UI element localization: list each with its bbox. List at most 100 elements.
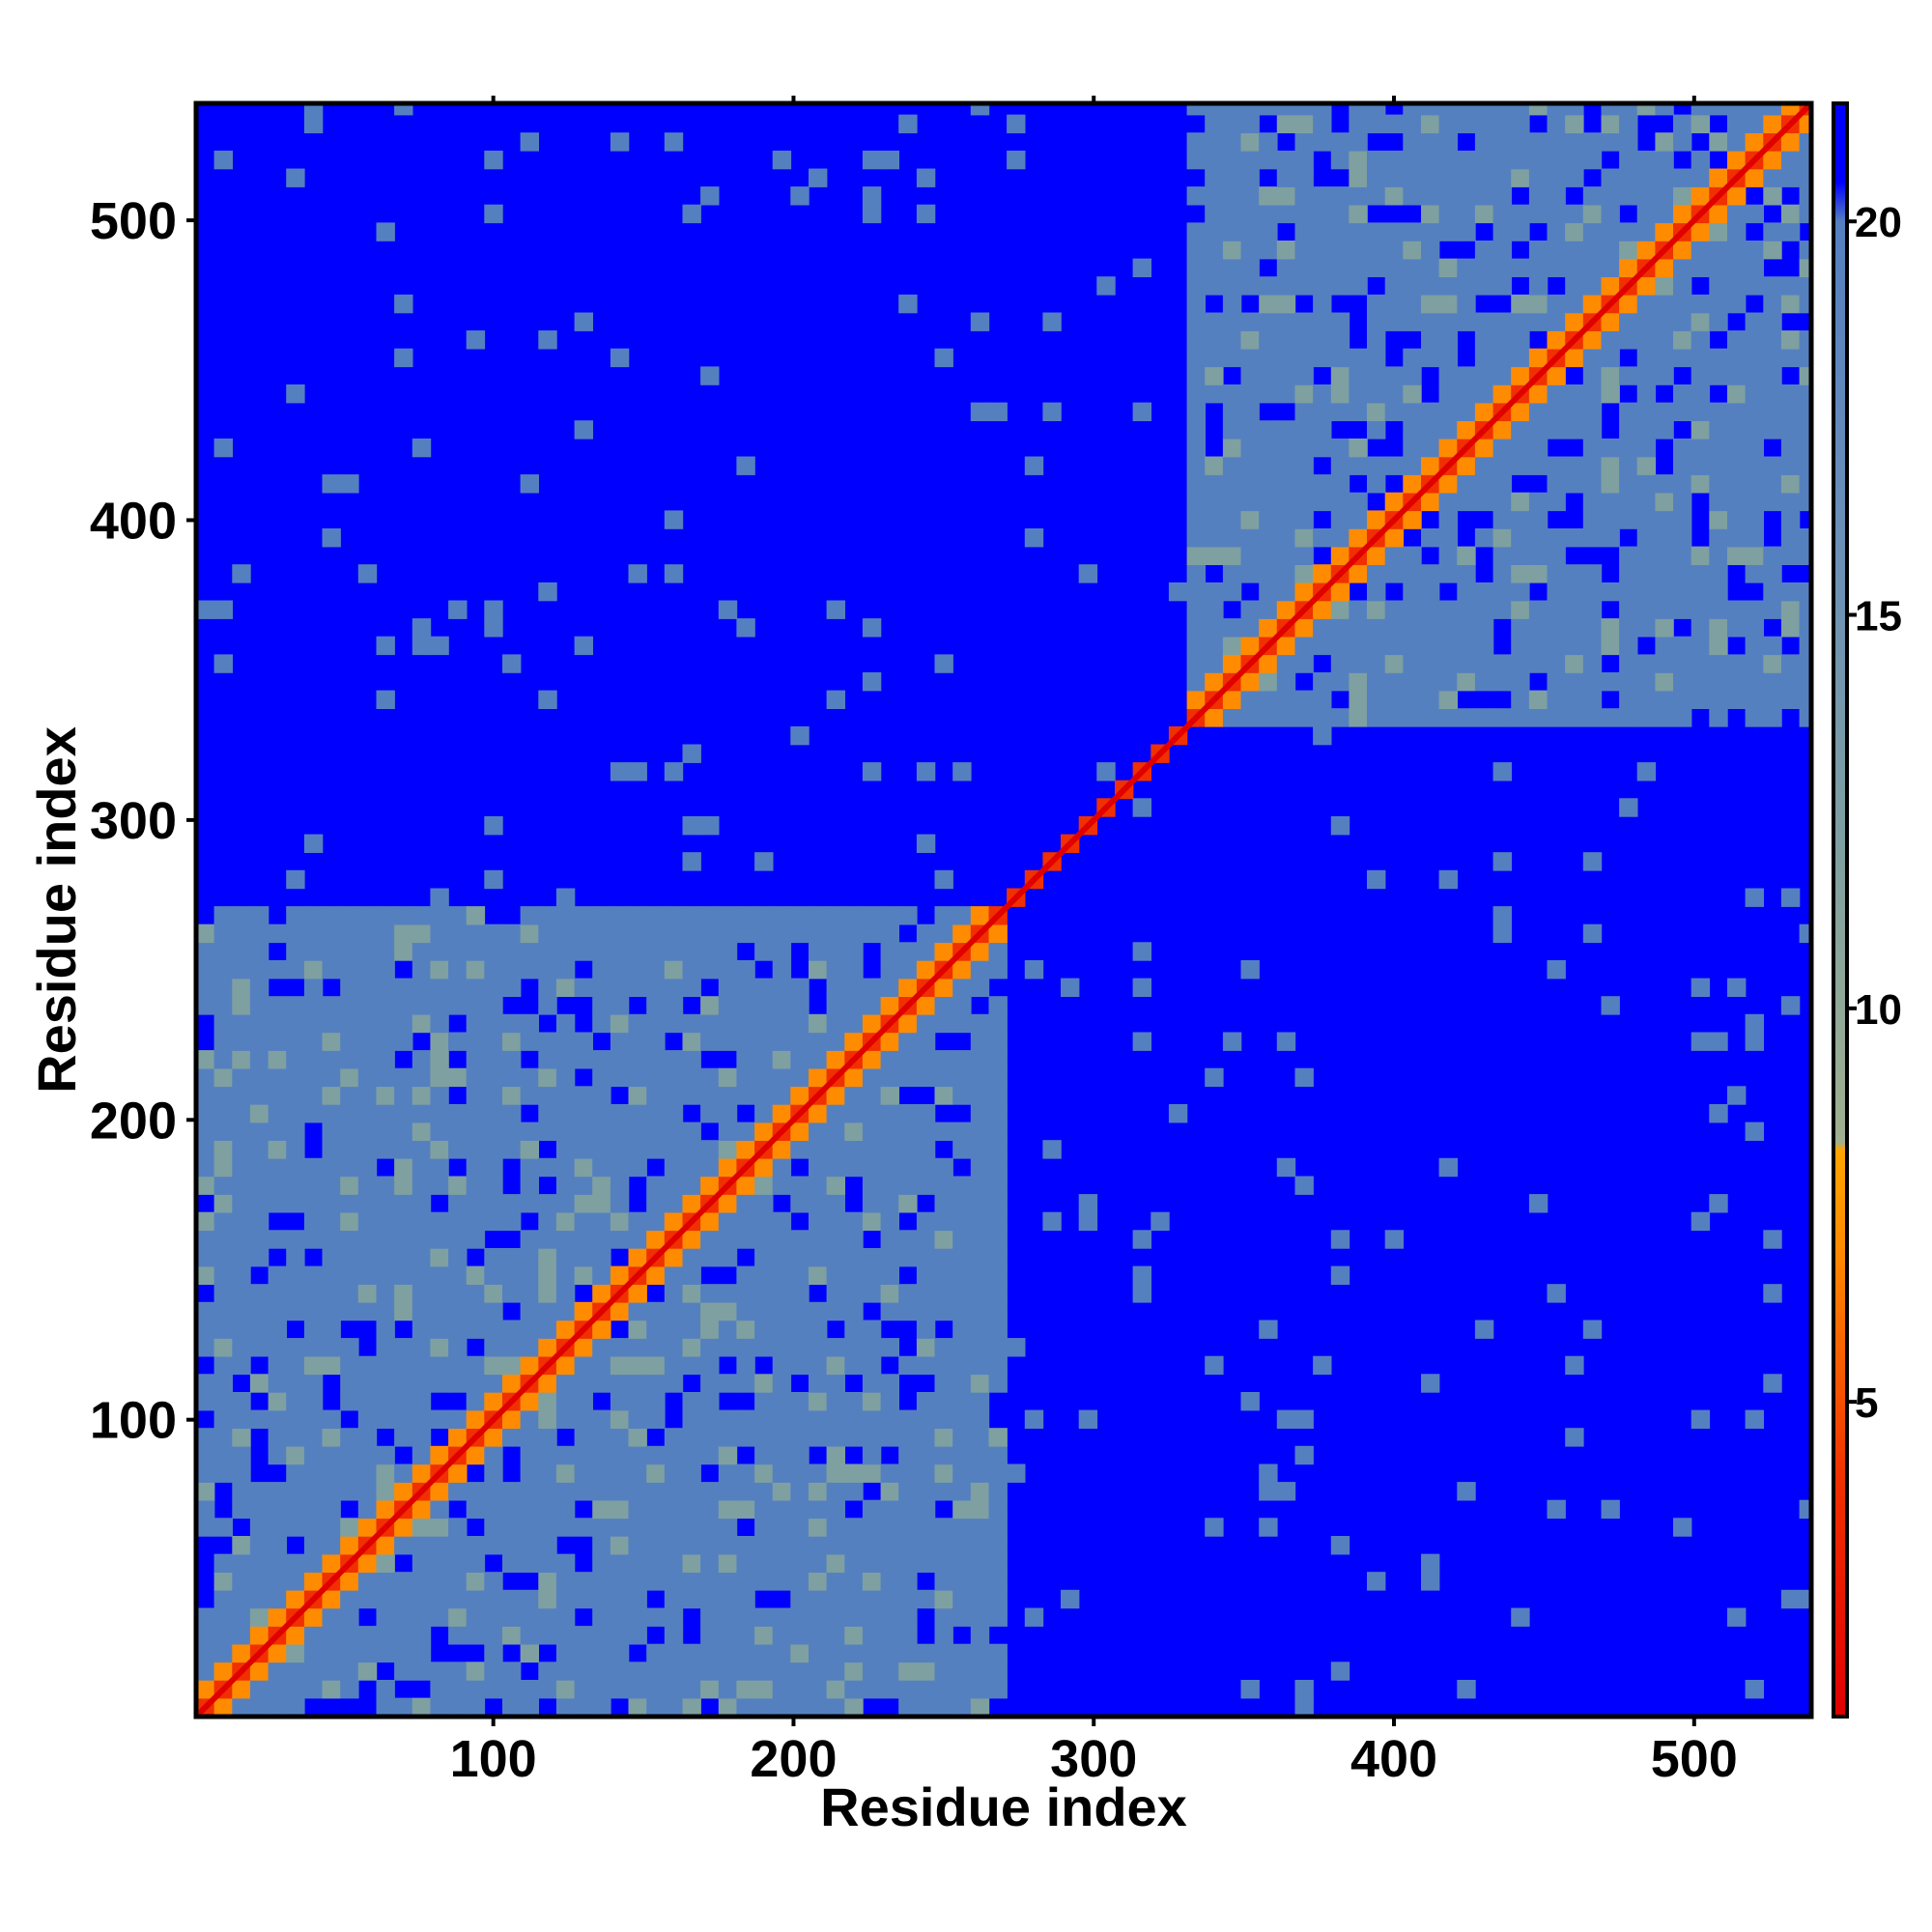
heatmap-cell <box>736 1211 755 1232</box>
heatmap-cell <box>1313 276 1332 296</box>
heatmap-cell <box>1205 510 1224 529</box>
heatmap-cell <box>1673 528 1692 548</box>
heatmap-cell <box>394 1086 413 1105</box>
heatmap-cell <box>303 1265 324 1285</box>
heatmap-cell <box>1492 103 1512 116</box>
heatmap-cell <box>682 1572 701 1591</box>
heatmap-cell <box>682 1176 701 1195</box>
heatmap-cell <box>340 923 359 944</box>
heatmap-cell <box>1240 348 1260 368</box>
heatmap-cell <box>1259 241 1278 260</box>
heatmap-cell <box>988 1122 1008 1141</box>
heatmap-cell <box>196 600 215 619</box>
heatmap-cell <box>592 923 611 944</box>
heatmap-cell <box>357 1463 378 1483</box>
heatmap-cell <box>502 923 522 944</box>
heatmap-cell <box>844 1355 864 1376</box>
heatmap-cell <box>628 1518 647 1537</box>
heatmap-cell <box>303 942 324 961</box>
heatmap-cell <box>303 1104 324 1123</box>
heatmap-cell <box>394 978 413 997</box>
heatmap-cell <box>934 1050 953 1069</box>
heatmap-cell <box>809 1589 828 1609</box>
heatmap-cell <box>430 1536 449 1555</box>
heatmap-cell <box>1727 366 1747 385</box>
heatmap-cell <box>664 1211 684 1232</box>
heatmap-cell <box>303 1518 324 1537</box>
heatmap-cell <box>592 1050 611 1069</box>
heatmap-cell <box>646 1032 666 1051</box>
heatmap-cell <box>736 1086 755 1105</box>
heatmap-cell <box>1222 241 1242 260</box>
heatmap-cell <box>1205 150 1224 170</box>
heatmap-cell <box>700 1499 720 1520</box>
heatmap-cell <box>682 906 701 925</box>
heatmap-cell <box>1240 132 1260 152</box>
heatmap-cell <box>268 1157 287 1178</box>
heatmap-cell <box>430 1211 449 1232</box>
heatmap-cell <box>376 942 395 961</box>
heatmap-cell <box>736 1482 755 1501</box>
heatmap-cell <box>809 1157 828 1178</box>
heatmap-cell <box>826 1032 845 1051</box>
heatmap-cell <box>1438 103 1458 116</box>
heatmap-cell <box>844 1338 864 1357</box>
heatmap-cell <box>916 1445 936 1465</box>
heatmap-cell <box>610 1265 630 1285</box>
heatmap-cell <box>340 1680 359 1699</box>
heatmap-cell <box>700 1032 720 1051</box>
heatmap-cell <box>880 978 899 997</box>
heatmap-cell <box>430 1320 449 1339</box>
heatmap-cell <box>1547 492 1566 512</box>
heatmap-cell <box>286 1428 305 1447</box>
heatmap-cell <box>1259 654 1278 673</box>
heatmap-cell <box>809 1536 828 1555</box>
heatmap-cell <box>1745 708 1764 727</box>
heatmap-cell <box>718 1301 738 1321</box>
heatmap-cell <box>1547 294 1566 314</box>
heatmap-cell <box>340 1248 359 1267</box>
heatmap-cell <box>1276 204 1296 224</box>
heatmap-cell <box>1636 294 1657 314</box>
heatmap-cell <box>232 1409 251 1429</box>
heatmap-cell <box>357 1211 378 1232</box>
heatmap-cell <box>1421 708 1440 727</box>
heatmap-cell <box>952 1230 972 1249</box>
heatmap-cell <box>1421 636 1440 656</box>
heatmap-cell <box>1601 366 1620 385</box>
heatmap-cell <box>376 1374 395 1393</box>
heatmap-cell <box>1384 241 1405 260</box>
heatmap-cell <box>466 1301 486 1321</box>
heatmap-cell <box>1384 294 1405 314</box>
heatmap-cell <box>1619 600 1638 619</box>
heatmap-cell <box>754 1284 774 1303</box>
heatmap-cell <box>1619 366 1638 385</box>
heatmap-cell <box>1565 114 1584 133</box>
heatmap-cell <box>520 1482 539 1501</box>
heatmap-cell <box>754 1499 774 1520</box>
heatmap-cell <box>1384 654 1405 673</box>
heatmap-cell <box>1492 456 1512 475</box>
heatmap-cell <box>1276 150 1296 170</box>
heatmap-cell <box>916 168 936 187</box>
heatmap-cell <box>1349 690 1368 709</box>
heatmap-cell <box>466 1355 486 1376</box>
heatmap-cell <box>1222 582 1242 602</box>
heatmap-cell <box>1511 690 1530 709</box>
heatmap-cell <box>610 1230 630 1249</box>
heatmap-cell <box>1582 276 1603 296</box>
heatmap-cell <box>430 1680 449 1699</box>
heatmap-cell <box>809 1374 828 1393</box>
heatmap-cell <box>466 1032 486 1051</box>
heatmap-cell <box>322 1482 341 1501</box>
heatmap-cell <box>286 1626 305 1645</box>
heatmap-cell <box>249 1482 270 1501</box>
heatmap-cell <box>628 1553 647 1573</box>
heatmap-cell <box>1690 456 1711 475</box>
heatmap-cell <box>610 1518 630 1537</box>
heatmap-cell <box>1780 222 1801 242</box>
heatmap-cell <box>1330 150 1350 170</box>
heatmap-cell <box>790 1122 810 1141</box>
heatmap-cell <box>1403 708 1422 727</box>
heatmap-cell <box>754 1643 774 1663</box>
